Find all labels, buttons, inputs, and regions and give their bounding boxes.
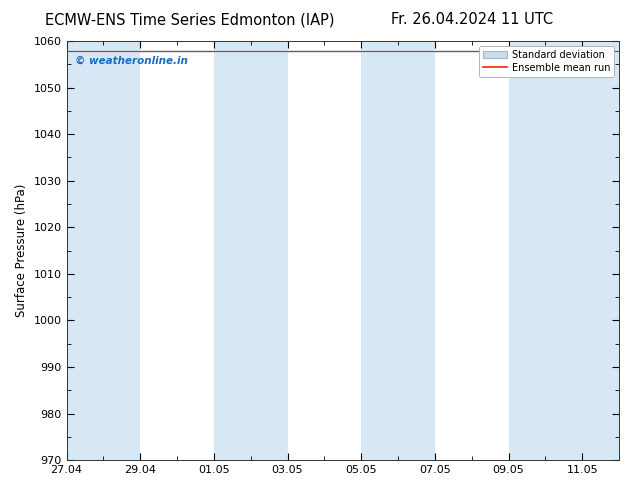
Text: © weatheronline.in: © weatheronline.in <box>75 56 188 66</box>
Text: Fr. 26.04.2024 11 UTC: Fr. 26.04.2024 11 UTC <box>391 12 553 27</box>
Bar <box>361 41 435 460</box>
Bar <box>214 41 288 460</box>
Legend: Standard deviation, Ensemble mean run: Standard deviation, Ensemble mean run <box>479 46 614 76</box>
Y-axis label: Surface Pressure (hPa): Surface Pressure (hPa) <box>15 184 28 318</box>
Bar <box>67 41 140 460</box>
Text: ECMW-ENS Time Series Edmonton (IAP): ECMW-ENS Time Series Edmonton (IAP) <box>46 12 335 27</box>
Bar <box>508 41 619 460</box>
